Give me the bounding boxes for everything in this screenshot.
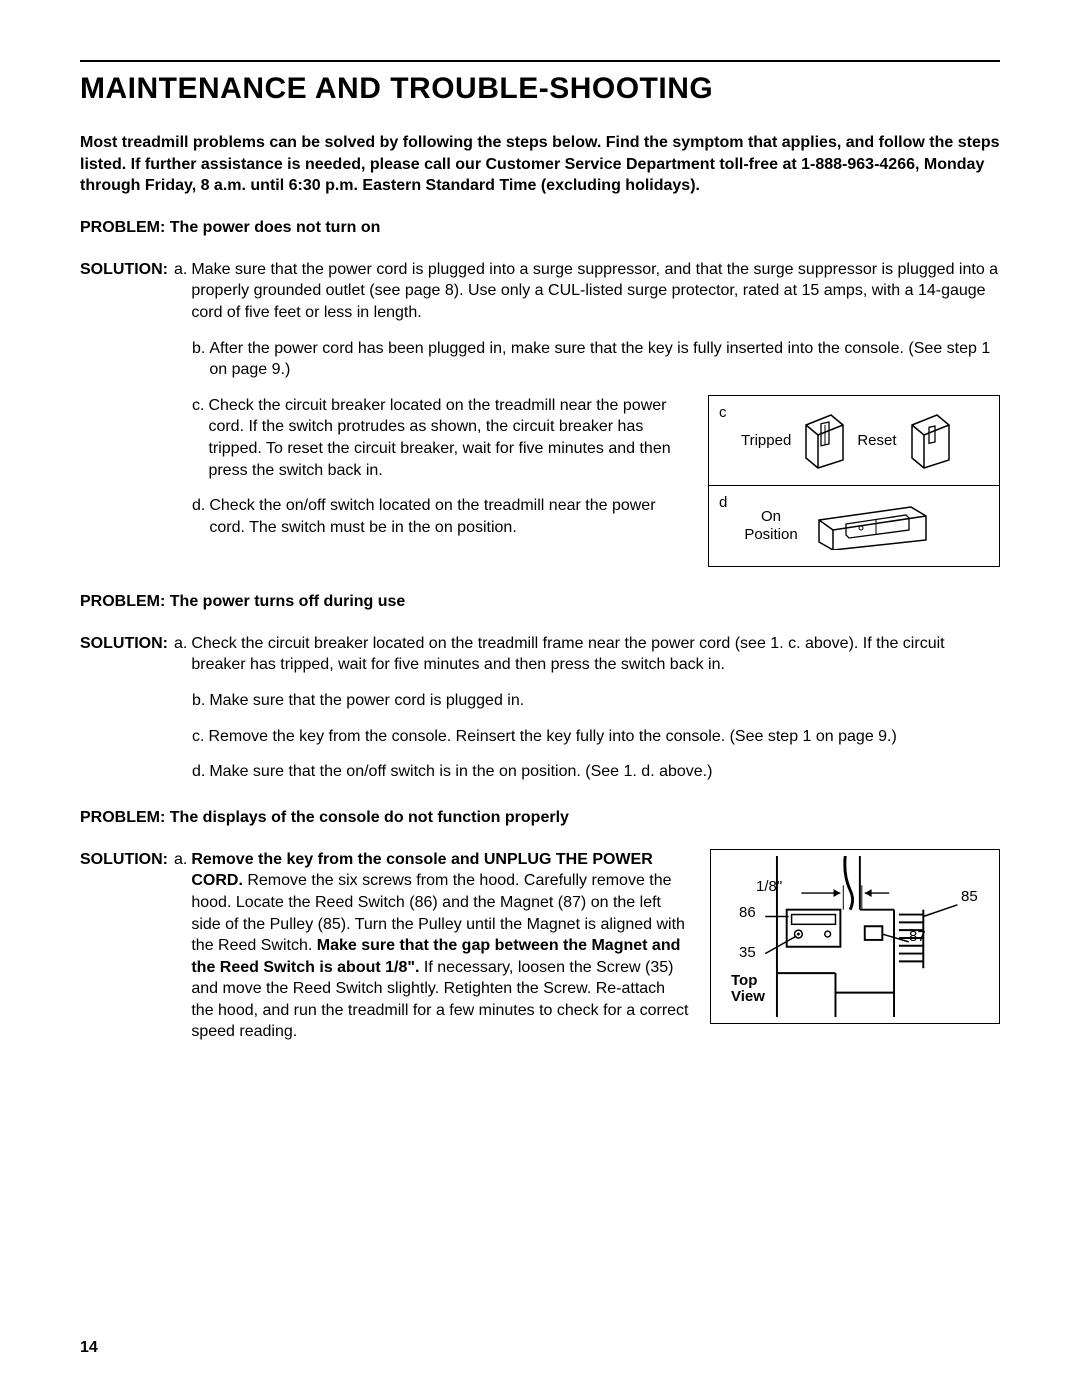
fig2-top: Top	[731, 972, 757, 989]
fig2-view: View	[731, 988, 765, 1005]
p1-item-c: c. Check the circuit breaker located on …	[192, 395, 688, 481]
item-letter: b.	[192, 690, 205, 712]
fig2-l86: 86	[739, 904, 756, 921]
intro-paragraph: Most treadmill problems can be solved by…	[80, 132, 1000, 197]
top-rule	[80, 60, 1000, 62]
tripped-switch-icon	[801, 410, 847, 470]
figure-reed-switch: 1/8" 86 35 85 87 Top View	[710, 849, 1000, 1024]
figure-switches: c Tripped Reset	[708, 395, 1000, 567]
fig-on-position: On Position	[741, 508, 801, 544]
item-body: After the power cord has been plugged in…	[209, 338, 1000, 381]
fig-position: Position	[741, 526, 801, 544]
p2-item-d: d. Make sure that the on/off switch is i…	[192, 761, 1000, 783]
item-body: Make sure that the power cord is plugged…	[191, 259, 1000, 324]
fig2-gap: 1/8"	[756, 878, 782, 895]
reset-switch-icon	[907, 410, 953, 470]
item-letter: a.	[174, 849, 187, 871]
page-number: 14	[80, 1339, 98, 1357]
item-letter: a.	[174, 259, 187, 281]
p3-with-figure: SOLUTION: a. Remove the key from the con…	[80, 849, 1000, 1057]
item-body: Make sure that the on/off switch is in t…	[209, 761, 1000, 783]
p3-text: SOLUTION: a. Remove the key from the con…	[80, 849, 690, 1057]
p1-item-d: d. Check the on/off switch located on th…	[192, 495, 688, 538]
fig2-l87: 87	[909, 928, 926, 945]
solution-label: SOLUTION:	[80, 633, 168, 655]
item-letter: d.	[192, 495, 205, 538]
fig-on: On	[741, 508, 801, 526]
item-letter: c.	[192, 726, 204, 748]
item-body: Make sure that the power cord is plugged…	[209, 690, 1000, 712]
figure-row-d: d On Position	[709, 486, 999, 566]
item-body: Check the circuit breaker located on the…	[191, 633, 1000, 676]
fig-tag-c: c	[719, 404, 731, 421]
p2-indent: b. Make sure that the power cord is plug…	[80, 690, 1000, 783]
item-body: Check the circuit breaker located on the…	[208, 395, 688, 481]
p2-item-b: b. Make sure that the power cord is plug…	[192, 690, 1000, 712]
p2-item-a: SOLUTION: a. Check the circuit breaker l…	[80, 633, 1000, 676]
p1-item-b: b. After the power cord has been plugged…	[192, 338, 1000, 381]
p1-item-a: SOLUTION: a. Make sure that the power co…	[80, 259, 1000, 324]
item-letter: d.	[192, 761, 205, 783]
item-body: Check the on/off switch located on the t…	[209, 495, 688, 538]
problem-1-heading: PROBLEM: The power does not turn on	[80, 219, 1000, 237]
item-body: Remove the key from the console and UNPL…	[191, 849, 690, 1043]
page: MAINTENANCE AND TROUBLE-SHOOTING Most tr…	[0, 0, 1080, 1397]
fig-label-tripped: Tripped	[741, 432, 791, 449]
fig2-l35: 35	[739, 944, 756, 961]
fig-tag-d: d	[719, 494, 731, 511]
solution-label: SOLUTION:	[80, 849, 168, 871]
problem-2-heading: PROBLEM: The power turns off during use	[80, 593, 1000, 611]
page-title: MAINTENANCE AND TROUBLE-SHOOTING	[80, 72, 1000, 106]
problem-3-heading: PROBLEM: The displays of the console do …	[80, 809, 1000, 827]
item-letter: a.	[174, 633, 187, 655]
item-letter: b.	[192, 338, 205, 381]
solution-label: SOLUTION:	[80, 259, 168, 281]
fig-label-reset: Reset	[857, 432, 896, 449]
fig2-l85: 85	[961, 888, 978, 905]
figure-row-c: c Tripped Reset	[709, 396, 999, 486]
p3-item-a: SOLUTION: a. Remove the key from the con…	[80, 849, 690, 1043]
p2-item-c: c. Remove the key from the console. Rein…	[192, 726, 1000, 748]
p1-cd-with-figure: c. Check the circuit breaker located on …	[192, 395, 1000, 567]
item-letter: c.	[192, 395, 204, 481]
on-switch-icon	[811, 502, 931, 550]
item-body: Remove the key from the console. Reinser…	[208, 726, 1000, 748]
p1-cd-text: c. Check the circuit breaker located on …	[192, 395, 688, 553]
p1-indent: b. After the power cord has been plugged…	[80, 338, 1000, 567]
